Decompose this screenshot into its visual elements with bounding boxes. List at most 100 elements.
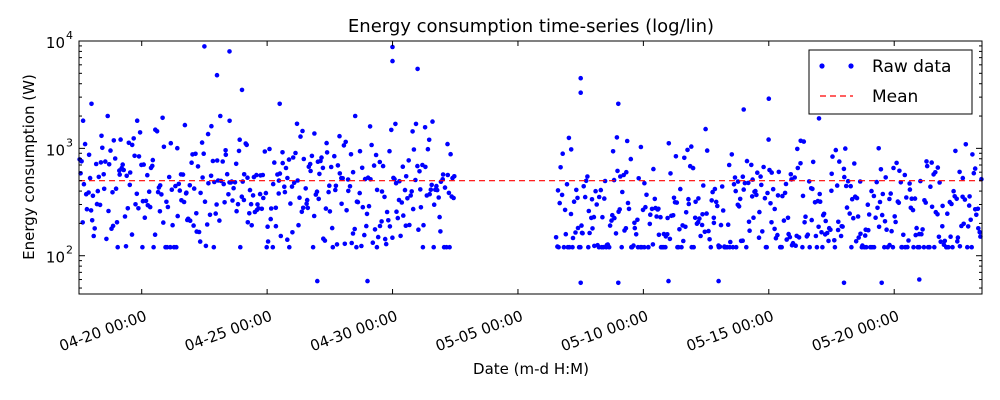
raw-data-point <box>322 238 328 243</box>
raw-data-point <box>150 163 155 169</box>
raw-data-point <box>795 165 801 171</box>
raw-data-point <box>553 235 559 240</box>
raw-data-point <box>194 211 199 216</box>
raw-data-point <box>697 216 702 221</box>
raw-data-point <box>638 144 644 150</box>
raw-data-point <box>157 209 163 214</box>
raw-data-point <box>817 191 822 197</box>
raw-data-point <box>561 244 567 250</box>
raw-data-point <box>897 168 902 174</box>
raw-data-point <box>598 187 604 193</box>
raw-data-point <box>566 135 572 141</box>
raw-data-point <box>291 180 297 185</box>
raw-data-point <box>86 190 91 195</box>
legend-label-mean: Mean <box>872 87 918 107</box>
legend[interactable]: Raw data Mean <box>808 49 973 115</box>
raw-data-point <box>202 44 207 49</box>
raw-data-point <box>594 202 599 207</box>
raw-data-point <box>372 227 378 232</box>
raw-data-point <box>88 208 94 213</box>
raw-data-point <box>832 238 837 243</box>
raw-data-point <box>704 211 709 216</box>
raw-data-point <box>267 146 272 152</box>
raw-data-point <box>802 220 807 225</box>
raw-data-point <box>834 183 840 188</box>
raw-data-point <box>403 223 409 228</box>
raw-data-point <box>558 165 563 170</box>
raw-data-point <box>764 244 769 250</box>
raw-data-point <box>663 244 668 250</box>
raw-data-point <box>711 215 717 221</box>
raw-data-point <box>650 242 656 247</box>
raw-data-point <box>320 165 326 171</box>
raw-data-point <box>393 121 398 127</box>
raw-data-point <box>137 130 143 135</box>
raw-data-point <box>408 193 414 198</box>
raw-data-point <box>625 200 631 206</box>
raw-data-point <box>214 158 220 163</box>
raw-data-point <box>84 206 90 212</box>
raw-data-point <box>409 189 415 194</box>
raw-data-point <box>648 212 653 217</box>
raw-data-point <box>927 244 932 250</box>
raw-data-point <box>180 172 186 177</box>
raw-data-point <box>213 211 218 216</box>
raw-data-point <box>883 175 888 180</box>
raw-data-point <box>796 235 802 240</box>
raw-data-point <box>737 196 743 202</box>
raw-data-point <box>819 230 824 235</box>
raw-data-point <box>950 244 955 250</box>
raw-data-point <box>328 164 334 170</box>
raw-data-point <box>651 166 656 172</box>
raw-data-point <box>113 186 119 191</box>
raw-data-point <box>701 183 706 188</box>
raw-data-point <box>741 107 746 112</box>
raw-data-point <box>161 220 166 225</box>
raw-data-point <box>210 158 216 164</box>
raw-data-point <box>658 214 663 220</box>
raw-data-point <box>968 217 973 223</box>
raw-data-point <box>91 233 96 239</box>
raw-data-point <box>824 230 830 236</box>
raw-data-point <box>965 224 971 229</box>
raw-data-point <box>370 240 376 245</box>
x-tick-label: 05-10 00:00 <box>559 307 651 355</box>
raw-data-point <box>972 166 978 171</box>
raw-data-point <box>715 203 720 209</box>
raw-data-point <box>211 244 217 250</box>
raw-data-point <box>324 150 330 155</box>
raw-data-point <box>427 191 433 197</box>
raw-data-point <box>937 180 942 185</box>
raw-data-point <box>247 187 253 193</box>
raw-data-point <box>892 214 897 219</box>
raw-data-point <box>711 220 717 226</box>
raw-data-point <box>426 137 432 143</box>
raw-data-point <box>830 154 835 159</box>
raw-data-point <box>264 244 270 250</box>
raw-data-point <box>227 118 232 124</box>
raw-data-point <box>732 175 738 180</box>
raw-data-point <box>782 190 788 196</box>
raw-data-point <box>864 244 869 250</box>
y-tick-label: 10 <box>46 141 65 159</box>
raw-data-point <box>736 204 742 209</box>
raw-data-point <box>962 197 968 202</box>
raw-data-point <box>670 213 676 218</box>
raw-data-point <box>197 239 203 244</box>
raw-data-point <box>263 190 269 196</box>
raw-data-point <box>936 234 942 240</box>
raw-data-point <box>249 223 254 228</box>
raw-data-point <box>666 141 672 146</box>
raw-data-point <box>123 244 129 249</box>
raw-data-point <box>760 229 765 234</box>
raw-data-point <box>912 196 918 201</box>
raw-data-point <box>677 227 682 232</box>
raw-data-point <box>434 187 440 193</box>
raw-data-point <box>280 160 286 166</box>
raw-data-point <box>798 161 803 166</box>
raw-data-point <box>127 182 133 188</box>
raw-data-point <box>112 156 118 161</box>
raw-data-point <box>235 201 241 207</box>
raw-data-point <box>244 142 249 148</box>
raw-data-point <box>813 233 819 239</box>
